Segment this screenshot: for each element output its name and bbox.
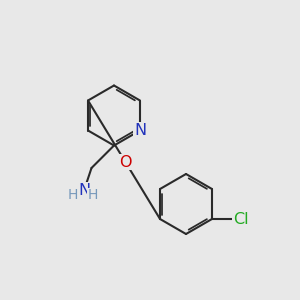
Text: H: H [87,188,98,202]
Text: N: N [134,123,146,138]
Text: H: H [68,188,78,202]
Text: Cl: Cl [233,212,248,226]
Text: N: N [78,183,90,198]
Text: O: O [119,154,132,169]
